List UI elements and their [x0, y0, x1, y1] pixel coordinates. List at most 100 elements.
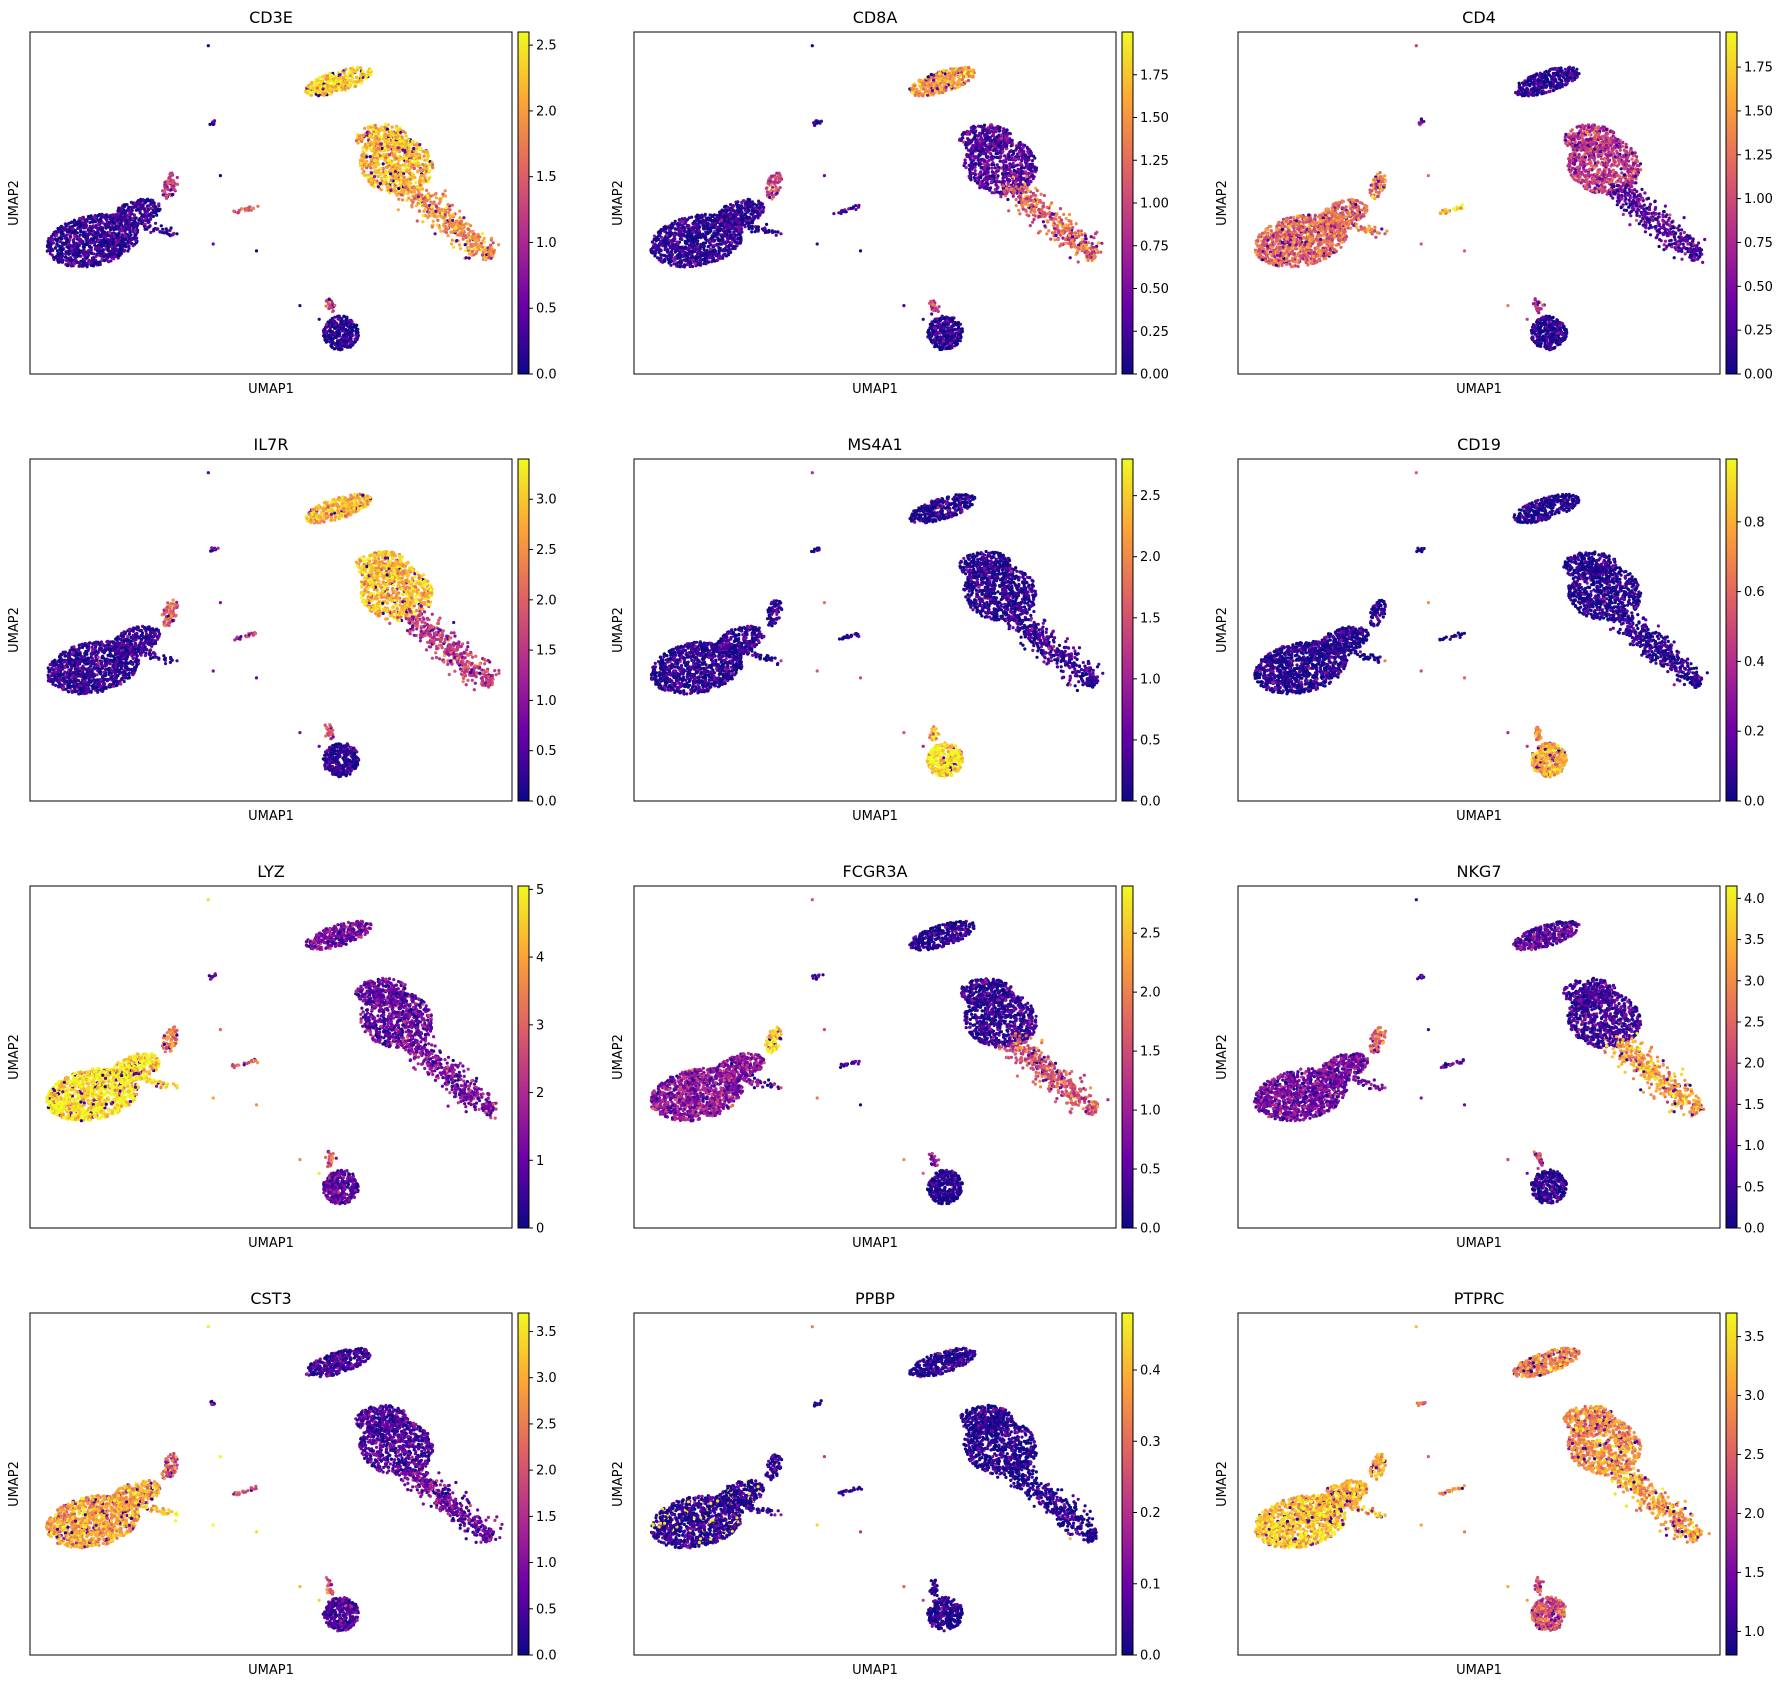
cell-point-1157 [756, 214, 760, 218]
cell-point-1269 [172, 187, 176, 191]
cell-point-2887 [434, 196, 438, 200]
cell-point-2849 [416, 201, 420, 205]
cell-point-1155 [715, 213, 719, 217]
cell-point-895 [684, 259, 688, 263]
cell-point-823 [73, 256, 78, 260]
cell-point-2296 [422, 154, 426, 158]
cell-point-3271 [330, 343, 334, 347]
cell-point-919 [697, 235, 701, 239]
cell-point-2198 [414, 150, 418, 154]
cell-point-926 [110, 245, 114, 249]
cell-point-2522 [356, 141, 360, 145]
cell-point-1316 [741, 218, 745, 222]
cell-point-2527 [376, 127, 380, 131]
cell-point-915 [92, 261, 97, 266]
cell-point-2225 [375, 179, 379, 183]
cell-point-713 [670, 240, 674, 244]
cell-point-2862 [451, 213, 455, 217]
cell-point-931 [123, 243, 127, 247]
cell-point-518 [656, 256, 660, 260]
cell-point-2625 [433, 232, 437, 236]
cell-point-2639 [497, 243, 501, 247]
cell-point-765 [695, 242, 700, 246]
cell-point-2864 [451, 218, 455, 222]
cell-point-2791 [465, 239, 469, 243]
cell-point-914 [681, 250, 686, 254]
cell-point-2272 [385, 165, 390, 169]
cell-point-1204 [740, 200, 744, 205]
cell-point-366 [88, 220, 92, 225]
cell-point-531 [697, 263, 701, 267]
cell-point-2846 [432, 200, 436, 204]
cell-point-550 [53, 246, 58, 250]
cell-point-841 [709, 243, 713, 247]
cell-point-1100 [136, 205, 141, 209]
cell-point-1565 [958, 77, 962, 81]
cell-point-820 [88, 232, 92, 236]
cell-point-833 [82, 252, 86, 256]
cell-point-2926 [461, 237, 465, 241]
cell-point-2253 [415, 159, 419, 163]
cell-point-2763 [467, 256, 471, 260]
cell-point-1175 [120, 217, 124, 221]
cell-point-2848 [443, 194, 448, 198]
cell-point-639 [692, 230, 696, 234]
cell-point-2207 [418, 179, 422, 183]
cell-point-1276 [168, 172, 172, 176]
cell-point-2177 [367, 180, 371, 184]
cell-point-932 [112, 255, 116, 259]
cell-point-1555 [942, 68, 946, 72]
cell-point-3356 [211, 242, 215, 246]
cell-point-2153 [359, 161, 363, 166]
scatter-points [45, 44, 501, 352]
cell-point-1313 [767, 230, 771, 234]
cell-point-2073 [418, 156, 422, 160]
cell-point-2063 [412, 143, 416, 147]
cell-point-2571 [443, 189, 447, 193]
cell-point-3268 [333, 335, 337, 339]
cell-point-692 [120, 233, 124, 237]
cell-point-2741 [417, 209, 422, 213]
cell-point-2246 [389, 178, 393, 182]
cell-point-1541 [328, 92, 332, 96]
cell-point-895 [133, 233, 137, 237]
cell-point-2812 [399, 193, 403, 197]
cell-point-1173 [750, 217, 754, 221]
cell-point-3298 [340, 319, 344, 323]
cell-point-1178 [140, 207, 144, 211]
cell-point-1317 [748, 221, 752, 225]
cell-point-1279 [163, 185, 167, 189]
cell-point-938 [697, 220, 702, 224]
cell-point-1264 [769, 183, 773, 187]
cell-point-3291 [350, 343, 354, 347]
cell-point-2833 [410, 186, 414, 190]
cell-point-2297 [386, 159, 390, 163]
cell-point-938 [114, 238, 118, 242]
cell-point-1201 [747, 202, 751, 206]
cell-point-797 [677, 260, 681, 264]
cell-point-367 [677, 218, 682, 222]
cell-point-2199 [399, 157, 403, 161]
cell-point-2913 [456, 224, 460, 228]
cell-point-1597 [325, 74, 329, 78]
cell-point-924 [685, 239, 690, 243]
cell-point-1644 [359, 74, 363, 78]
cell-point-913 [725, 240, 729, 244]
cell-point-1262 [766, 190, 770, 195]
x-axis-label: UMAP1 [248, 382, 294, 397]
cell-point-1310 [152, 227, 156, 231]
cell-point-2216 [370, 182, 374, 186]
cell-point-2907 [475, 238, 479, 242]
cell-point-671 [81, 263, 85, 268]
cell-point-910 [115, 234, 119, 238]
cell-point-2409 [361, 146, 365, 150]
cell-point-3314 [331, 309, 335, 313]
cell-point-2472 [384, 139, 388, 143]
cell-point-1922 [425, 158, 430, 162]
cell-point-745 [710, 226, 714, 230]
cell-point-1314 [148, 224, 152, 228]
cell-point-2546 [389, 134, 393, 138]
cell-point-911 [61, 247, 65, 252]
cell-point-2267 [384, 153, 389, 157]
cell-point-1302 [146, 220, 150, 224]
